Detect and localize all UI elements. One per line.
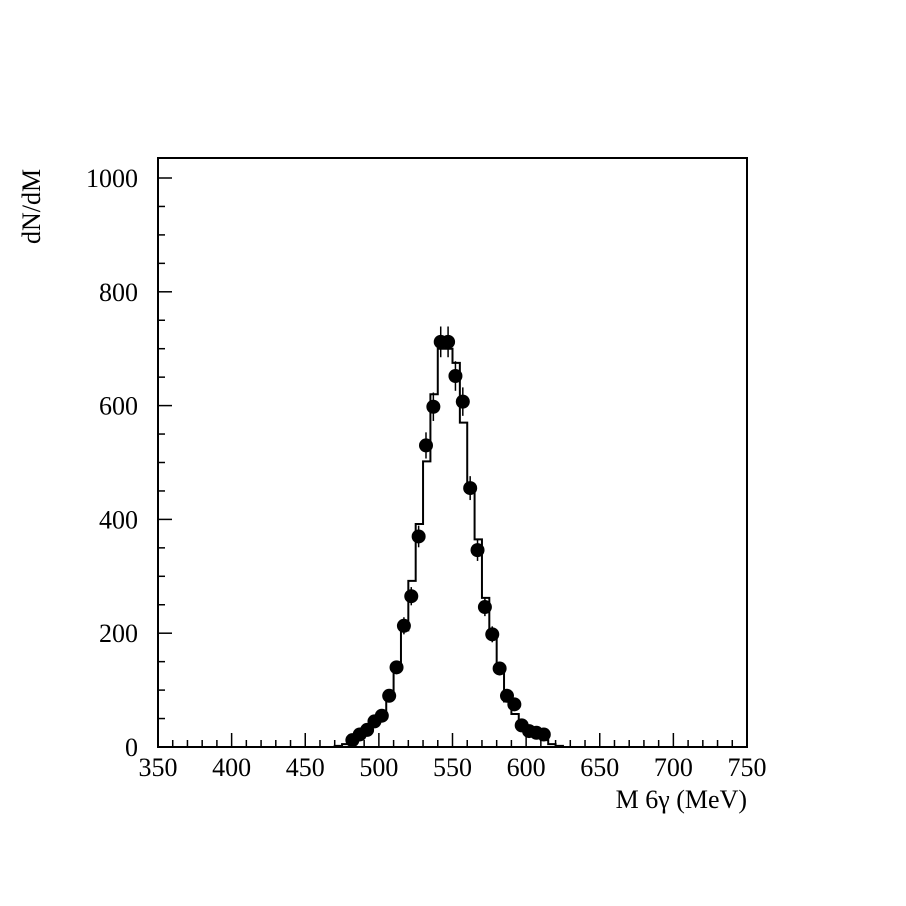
data-marker (485, 627, 500, 642)
data-marker (455, 394, 470, 409)
data-point (418, 432, 433, 459)
data-point (404, 587, 419, 606)
data-marker (374, 708, 389, 723)
y-tick-label: 600 (99, 392, 138, 421)
x-tick-label: 450 (286, 753, 325, 782)
y-tick-label: 800 (99, 278, 138, 307)
data-marker (470, 543, 485, 558)
data-point (389, 660, 404, 675)
y-axis-title: dN/dM (17, 169, 46, 244)
data-point (448, 361, 463, 391)
data-point (441, 326, 456, 358)
axis-ticks (157, 177, 748, 748)
data-point (411, 525, 426, 548)
data-point (470, 539, 485, 561)
x-axis-title: M 6γ (MeV) (616, 785, 747, 814)
x-tick-label: 600 (507, 753, 546, 782)
x-tick-label: 400 (212, 753, 251, 782)
x-tick-label: 550 (433, 753, 472, 782)
data-points (345, 326, 551, 748)
data-marker (536, 727, 551, 742)
data-point (463, 476, 478, 501)
y-tick-label: 1000 (86, 164, 138, 193)
x-tick-label: 750 (728, 753, 767, 782)
x-tick-label: 500 (359, 753, 398, 782)
x-tick-label: 350 (139, 753, 178, 782)
data-point (382, 688, 397, 703)
data-point (374, 708, 389, 723)
data-point (455, 387, 470, 416)
data-marker (441, 334, 456, 349)
x-tick-label: 650 (580, 753, 619, 782)
data-marker (507, 697, 522, 712)
data-marker (382, 688, 397, 703)
data-point (426, 392, 441, 421)
data-point (396, 617, 411, 635)
y-tick-label: 400 (99, 505, 138, 534)
data-point (536, 727, 551, 742)
x-tick-label: 700 (654, 753, 693, 782)
data-marker (389, 660, 404, 675)
data-marker (418, 438, 433, 453)
data-marker (404, 589, 419, 604)
plot-frame (157, 157, 748, 748)
axis-tick-labels: 350 400 450 500 550 600 650 700 750 0 200 400 600 800… (86, 164, 767, 782)
data-point (477, 597, 492, 617)
y-tick-label: 200 (99, 619, 138, 648)
y-tick-label: 0 (125, 733, 138, 762)
data-point (492, 661, 507, 676)
data-point (485, 626, 500, 643)
data-marker (426, 399, 441, 414)
data-marker (492, 661, 507, 676)
data-marker (411, 529, 426, 544)
data-point (507, 697, 522, 712)
histogram-line (333, 347, 564, 747)
data-marker (463, 481, 478, 496)
data-marker (448, 369, 463, 384)
data-marker (396, 618, 411, 633)
data-marker (477, 600, 492, 615)
